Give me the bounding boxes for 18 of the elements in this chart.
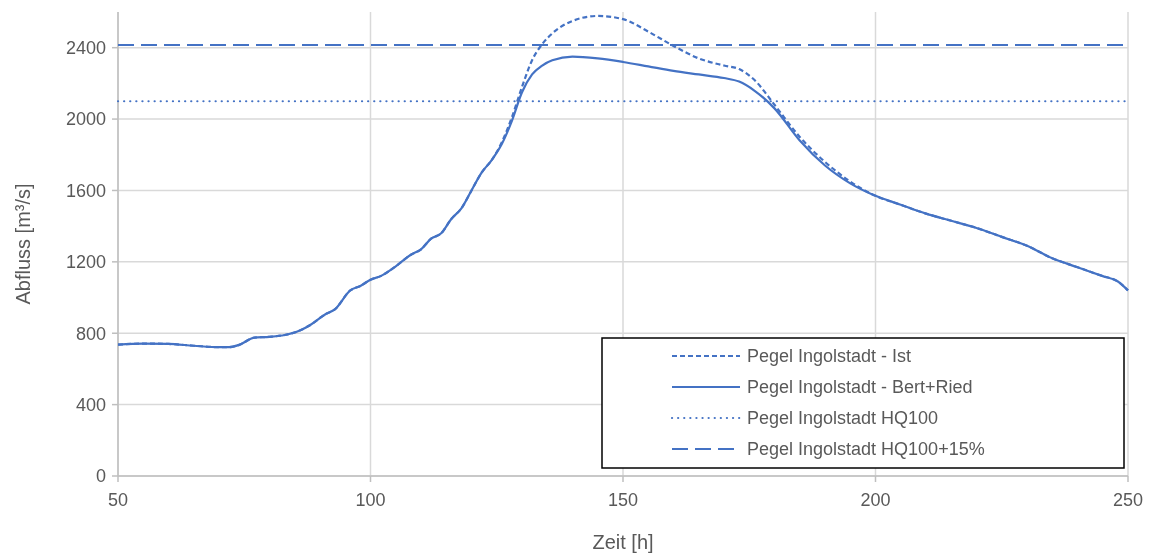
x-tick-label: 250 [1112, 490, 1144, 510]
y-tick-label: 1600 [65, 180, 106, 201]
y-tick-label: 400 [75, 394, 106, 415]
x-tick-label: 200 [860, 490, 891, 510]
legend-label: Pegel Ingolstadt HQ100 [747, 408, 939, 429]
legend-label: Pegel Ingolstadt - Ist [747, 346, 912, 367]
y-tick-label: 2400 [65, 37, 106, 58]
x-tick-label: 100 [355, 490, 386, 510]
legend-label: Pegel Ingolstadt HQ100+15% [747, 439, 985, 460]
y-tick-label: 1200 [65, 252, 106, 273]
y-tick-label: 0 [95, 466, 106, 487]
x-tick-label: 150 [607, 490, 639, 510]
x-tick-label: 50 [107, 490, 129, 510]
y-tick-label: 800 [75, 323, 106, 344]
x-axis-title: Zeit [h] [592, 531, 654, 553]
y-tick-label: 2000 [65, 109, 106, 130]
y-axis-title: Abfluss [m³/s] [12, 183, 34, 305]
legend-label: Pegel Ingolstadt - Bert+Ried [747, 377, 973, 398]
